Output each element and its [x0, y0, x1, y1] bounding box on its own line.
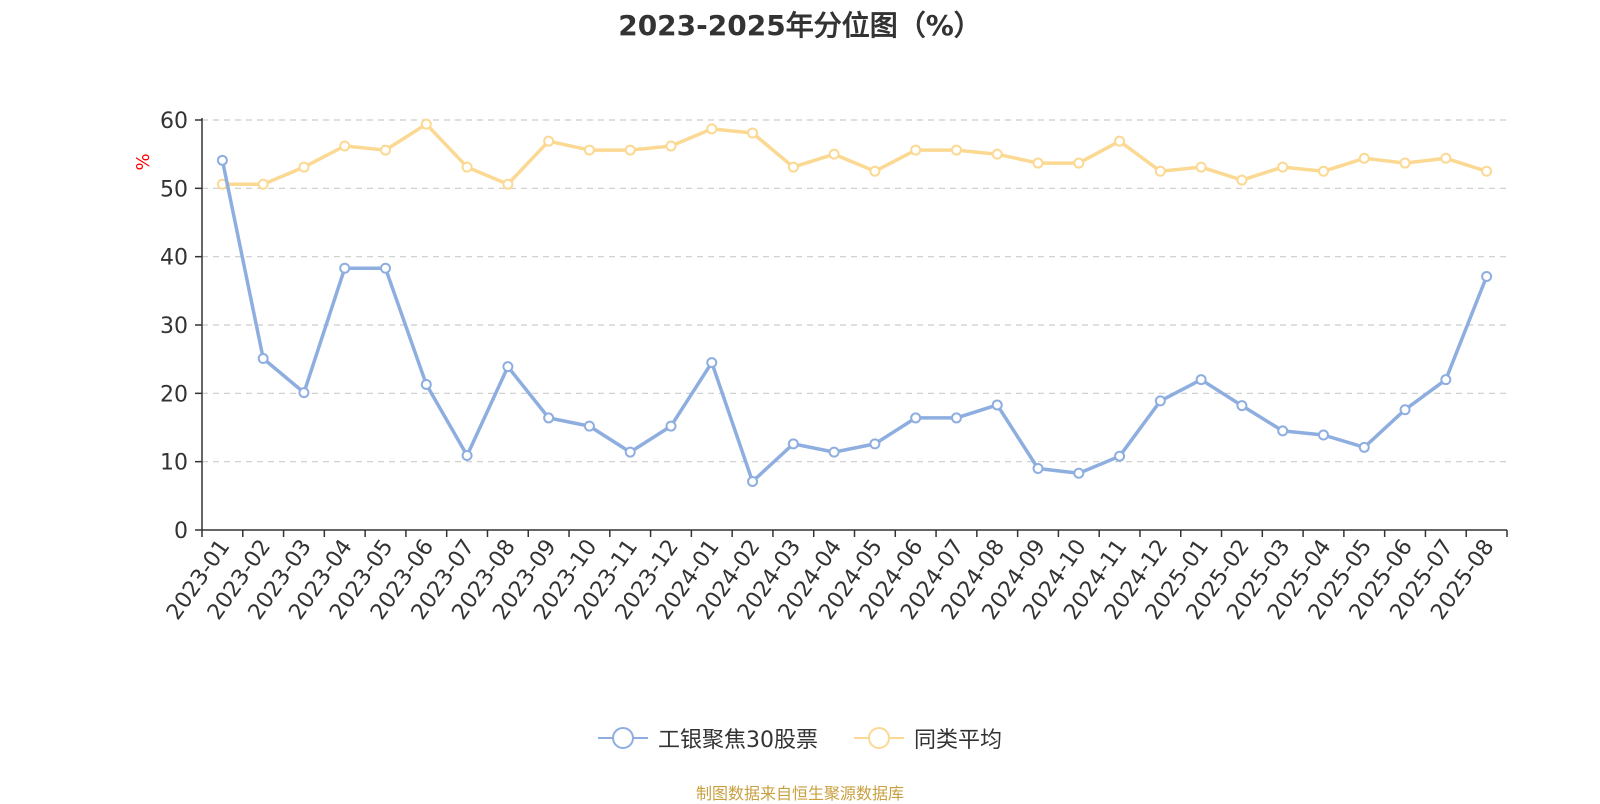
legend-item-series-0[interactable]: 工银聚焦30股票 — [597, 722, 818, 754]
data-point-series-0 — [1440, 374, 1452, 386]
data-point-series-1 — [706, 123, 718, 135]
data-point-series-1 — [1154, 165, 1166, 177]
data-point-series-1 — [502, 178, 514, 190]
data-point-series-1 — [583, 144, 595, 156]
legend-label: 工银聚焦30股票 — [657, 728, 818, 753]
data-point-series-1 — [257, 178, 269, 190]
data-point-series-1 — [624, 144, 636, 156]
data-point-series-0 — [1481, 270, 1493, 282]
data-point-series-0 — [461, 450, 473, 462]
series-line-1 — [222, 122, 1488, 186]
data-point-series-1 — [543, 135, 555, 147]
y-tick-label: 10 — [160, 451, 188, 476]
data-point-series-1 — [1114, 135, 1126, 147]
y-axis-label: % — [133, 153, 154, 170]
data-point-series-0 — [298, 387, 310, 399]
series-line-0 — [220, 159, 1489, 484]
legend-label: 同类平均 — [913, 728, 1002, 753]
data-point-series-0 — [1358, 441, 1370, 453]
data-point-series-0 — [583, 420, 595, 432]
data-point-series-0 — [624, 446, 636, 458]
data-point-series-0 — [1195, 374, 1207, 386]
data-point-series-0 — [1073, 467, 1085, 479]
data-point-series-1 — [910, 144, 922, 156]
y-tick-label: 0 — [174, 519, 188, 544]
data-point-series-0 — [1277, 425, 1289, 437]
data-point-series-0 — [1317, 429, 1329, 441]
legend-marker-icon — [853, 727, 904, 749]
data-point-series-0 — [502, 361, 514, 373]
data-point-series-1 — [747, 127, 759, 139]
data-point-series-1 — [380, 144, 392, 156]
data-point-series-0 — [991, 399, 1003, 411]
y-tick-label: 60 — [160, 109, 188, 134]
data-point-series-0 — [1154, 395, 1166, 407]
legend-marker-icon — [597, 727, 648, 749]
data-point-series-0 — [1032, 463, 1044, 474]
data-point-series-1 — [787, 161, 799, 173]
data-point-series-0 — [869, 438, 881, 450]
data-point-series-0 — [1114, 450, 1126, 462]
data-point-series-1 — [1195, 161, 1207, 173]
y-tick-label: 30 — [160, 314, 188, 339]
legend: 工银聚焦30股票 同类平均 — [0, 722, 1600, 754]
data-point-series-1 — [1277, 161, 1289, 173]
data-point-series-0 — [216, 154, 228, 166]
data-point-series-1 — [1399, 157, 1411, 169]
data-point-series-1 — [991, 148, 1003, 160]
data-point-series-1 — [1073, 157, 1085, 169]
data-point-series-0 — [787, 438, 799, 450]
data-point-series-1 — [828, 148, 840, 160]
data-point-series-0 — [950, 412, 962, 424]
data-point-series-1 — [339, 140, 351, 152]
data-point-series-0 — [665, 420, 677, 432]
y-tick-label: 50 — [160, 177, 188, 202]
data-point-series-1 — [461, 161, 473, 173]
grid-lines — [202, 119, 1507, 463]
data-point-series-1 — [665, 140, 677, 152]
data-point-series-0 — [1236, 400, 1248, 412]
data-point-series-0 — [910, 412, 922, 424]
data-point-series-1 — [298, 161, 310, 173]
data-point-series-0 — [257, 352, 269, 364]
data-point-series-1 — [1032, 157, 1044, 169]
y-tick-label: 40 — [160, 246, 188, 271]
data-point-series-1 — [1236, 174, 1248, 186]
data-point-series-0 — [706, 357, 718, 369]
data-point-series-1 — [950, 144, 962, 156]
data-point-series-1 — [869, 165, 881, 177]
data-point-series-0 — [380, 262, 392, 274]
data-point-series-1 — [1481, 165, 1493, 177]
data-point-series-1 — [420, 118, 432, 130]
data-point-series-0 — [1399, 404, 1411, 416]
y-tick-label: 20 — [160, 382, 188, 407]
chart-title: 2023-2025年分位图（%） — [618, 9, 982, 42]
data-point-series-1 — [1440, 152, 1452, 164]
data-point-series-0 — [828, 446, 840, 458]
source-note: 制图数据来自恒生聚源数据库 — [695, 784, 904, 803]
legend-item-series-1[interactable]: 同类平均 — [853, 722, 1002, 754]
data-point-series-0 — [339, 262, 351, 274]
series-layer — [216, 118, 1493, 487]
axes: 0102030405060%2023-012023-022023-032023-… — [133, 109, 1508, 625]
data-point-series-0 — [420, 378, 432, 390]
data-point-series-1 — [1358, 152, 1370, 164]
data-point-series-1 — [1317, 165, 1329, 177]
data-point-series-0 — [747, 475, 759, 487]
data-point-series-0 — [543, 412, 555, 424]
